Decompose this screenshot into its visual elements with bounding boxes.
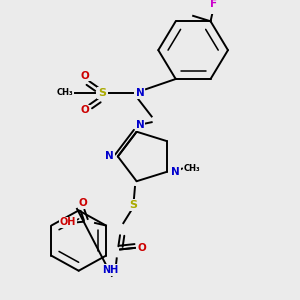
Text: S: S	[98, 88, 106, 98]
Text: CH₃: CH₃	[57, 88, 74, 98]
Text: OH: OH	[60, 217, 76, 227]
Text: N: N	[105, 152, 114, 161]
Text: NH: NH	[102, 265, 118, 275]
Text: O: O	[81, 70, 90, 80]
Text: S: S	[129, 200, 137, 210]
Text: N: N	[136, 120, 144, 130]
Text: O: O	[137, 243, 146, 253]
Text: N: N	[136, 88, 144, 98]
Text: CH₃: CH₃	[184, 164, 200, 173]
Text: F: F	[210, 0, 218, 9]
Text: O: O	[78, 198, 87, 208]
Text: O: O	[81, 105, 90, 116]
Text: N: N	[171, 167, 180, 177]
